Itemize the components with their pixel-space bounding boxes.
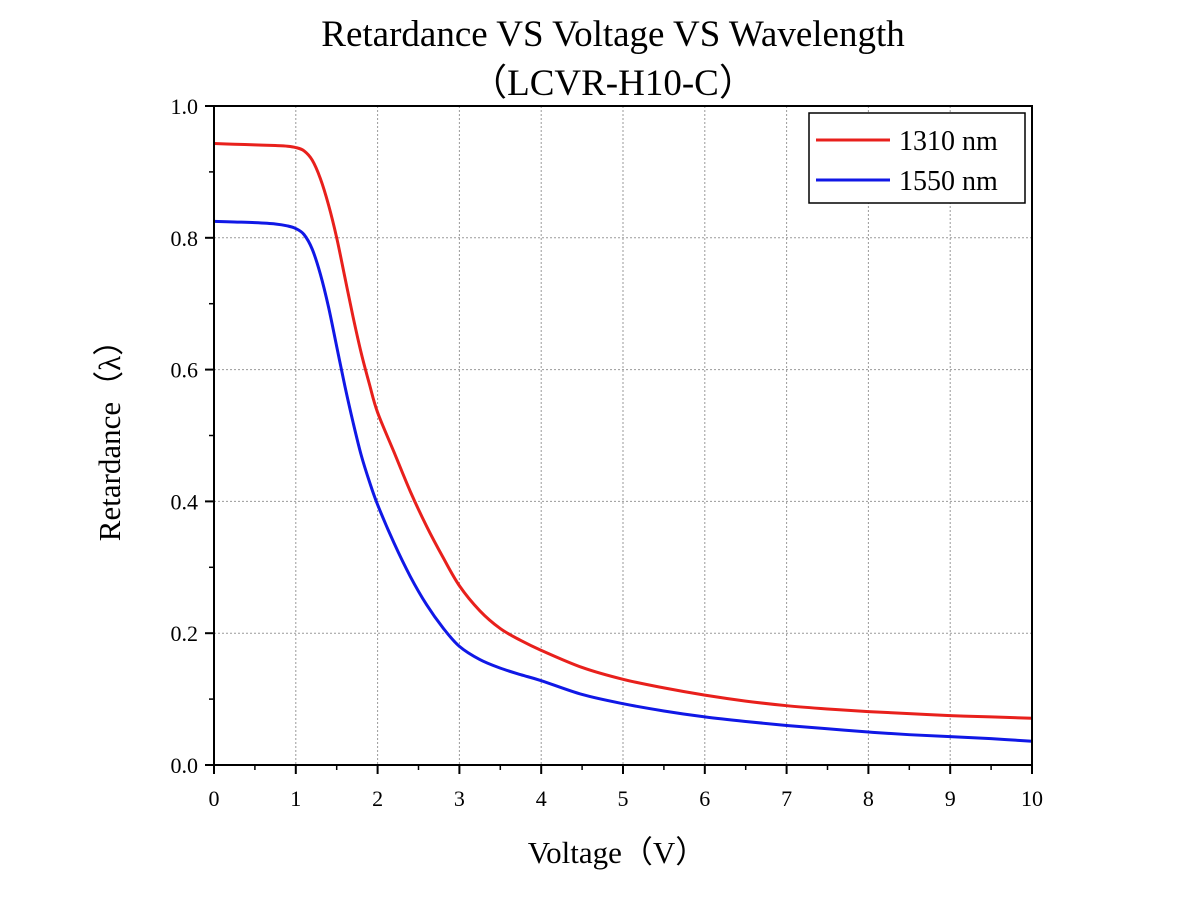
legend: 1310 nm 1550 nm [808, 112, 1026, 204]
y-axis-label: Retardance（λ） [92, 325, 127, 541]
axis-ticks [205, 105, 1033, 774]
chart-subtitle: （LCVR-H10-C） [470, 63, 756, 104]
x-tick-label: 7 [781, 786, 792, 811]
y-tick-labels: 0.0 0.2 0.4 0.6 0.8 1.0 [171, 94, 199, 778]
x-tick-label: 6 [699, 786, 710, 811]
chart-title: Retardance VS Voltage VS Wavelength [321, 14, 905, 55]
series-line-1550-nm [213, 219, 1033, 743]
series-layer [213, 142, 1033, 743]
y-tick-label: 0.6 [171, 358, 199, 383]
y-tick-label: 0.4 [171, 489, 199, 514]
legend-label-1310: 1310 nm [899, 126, 998, 157]
x-tick-label: 1 [290, 786, 301, 811]
legend-label-1550: 1550 nm [899, 166, 998, 197]
x-tick-labels: 0 1 2 3 4 5 6 7 8 9 10 [209, 786, 1044, 811]
y-tick-label: 1.0 [171, 94, 199, 119]
x-tick-label: 2 [372, 786, 383, 811]
series-line-1310-nm [213, 142, 1033, 720]
x-tick-label: 4 [536, 786, 547, 811]
grid [214, 106, 1032, 765]
x-tick-label: 10 [1021, 786, 1043, 811]
legend-box [808, 112, 1026, 204]
x-tick-label: 8 [863, 786, 874, 811]
y-tick-label: 0.2 [171, 621, 199, 646]
y-tick-label: 0.0 [171, 753, 199, 778]
x-axis-label: Voltage（V） [528, 835, 707, 870]
x-tick-label: 0 [209, 786, 220, 811]
y-tick-label: 0.8 [171, 226, 199, 251]
x-tick-label: 9 [945, 786, 956, 811]
x-tick-label: 5 [618, 786, 629, 811]
x-tick-label: 3 [454, 786, 465, 811]
